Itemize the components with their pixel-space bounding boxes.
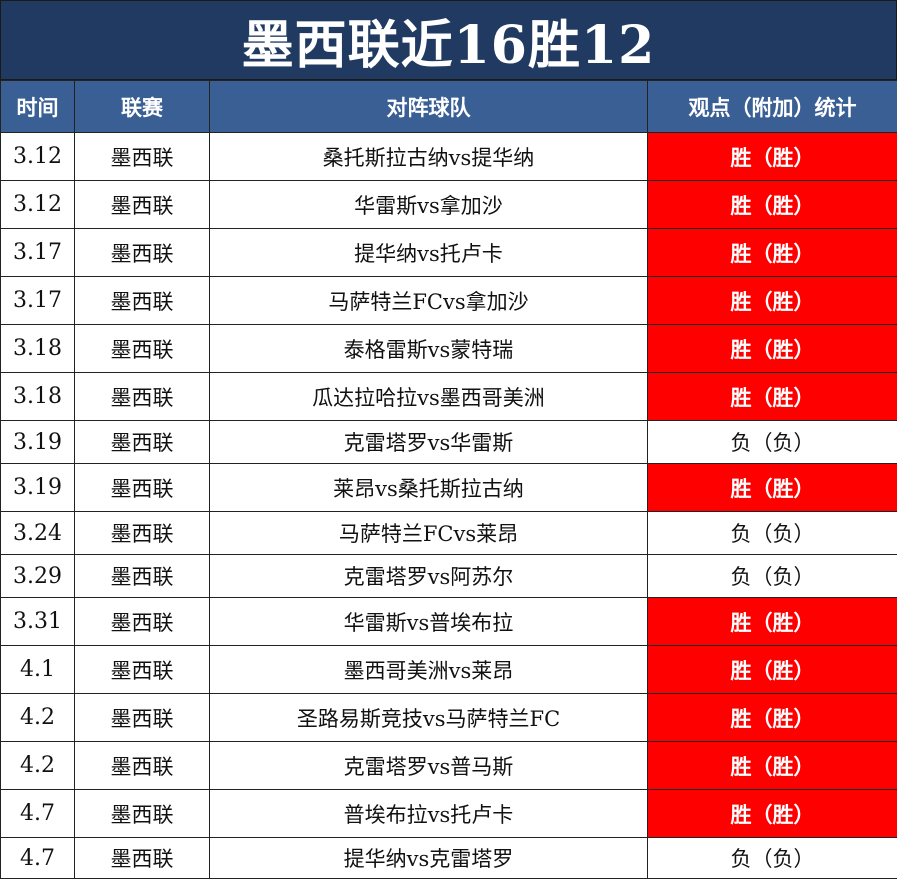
cell-result: 胜（胜） xyxy=(648,742,897,790)
cell-match: 桑托斯拉古纳vs提华纳 xyxy=(210,133,648,181)
cell-result: 胜（胜） xyxy=(648,181,897,229)
cell-league: 墨西联 xyxy=(75,742,210,790)
cell-time: 3.19 xyxy=(1,421,75,464)
cell-league: 墨西联 xyxy=(75,646,210,694)
cell-time: 4.7 xyxy=(1,790,75,838)
header-league: 联赛 xyxy=(75,81,210,133)
cell-result: 胜（胜） xyxy=(648,229,897,277)
cell-league: 墨西联 xyxy=(75,555,210,598)
header-result: 观点（附加）统计 xyxy=(648,81,897,133)
cell-time: 4.1 xyxy=(1,646,75,694)
page-title: 墨西联近16胜12 xyxy=(0,0,897,80)
cell-match: 普埃布拉vs托卢卡 xyxy=(210,790,648,838)
cell-match: 华雷斯vs普埃布拉 xyxy=(210,598,648,646)
cell-league: 墨西联 xyxy=(75,464,210,512)
cell-result: 负（负） xyxy=(648,421,897,464)
cell-result: 胜（胜） xyxy=(648,373,897,421)
cell-league: 墨西联 xyxy=(75,421,210,464)
cell-match: 克雷塔罗vs华雷斯 xyxy=(210,421,648,464)
cell-time: 4.2 xyxy=(1,742,75,790)
cell-match: 克雷塔罗vs阿苏尔 xyxy=(210,555,648,598)
cell-league: 墨西联 xyxy=(75,277,210,325)
cell-time: 3.19 xyxy=(1,464,75,512)
cell-league: 墨西联 xyxy=(75,512,210,555)
cell-match: 克雷塔罗vs普马斯 xyxy=(210,742,648,790)
cell-league: 墨西联 xyxy=(75,790,210,838)
cell-league: 墨西联 xyxy=(75,373,210,421)
cell-match: 瓜达拉哈拉vs墨西哥美洲 xyxy=(210,373,648,421)
cell-result: 胜（胜） xyxy=(648,325,897,373)
cell-match: 圣路易斯竞技vs马萨特兰FC xyxy=(210,694,648,742)
cell-time: 4.7 xyxy=(1,838,75,879)
cell-result: 负（负） xyxy=(648,512,897,555)
cell-match: 泰格雷斯vs蒙特瑞 xyxy=(210,325,648,373)
cell-match: 华雷斯vs拿加沙 xyxy=(210,181,648,229)
cell-time: 3.17 xyxy=(1,277,75,325)
cell-league: 墨西联 xyxy=(75,325,210,373)
cell-league: 墨西联 xyxy=(75,181,210,229)
cell-league: 墨西联 xyxy=(75,598,210,646)
cell-time: 3.24 xyxy=(1,512,75,555)
cell-league: 墨西联 xyxy=(75,838,210,879)
cell-time: 3.17 xyxy=(1,229,75,277)
cell-match: 墨西哥美洲vs莱昂 xyxy=(210,646,648,694)
cell-result: 胜（胜） xyxy=(648,790,897,838)
cell-match: 马萨特兰FCvs拿加沙 xyxy=(210,277,648,325)
cell-time: 3.18 xyxy=(1,325,75,373)
cell-time: 3.12 xyxy=(1,133,75,181)
cell-result: 负（负） xyxy=(648,555,897,598)
cell-result: 胜（胜） xyxy=(648,598,897,646)
cell-result: 胜（胜） xyxy=(648,133,897,181)
cell-time: 3.31 xyxy=(1,598,75,646)
cell-league: 墨西联 xyxy=(75,229,210,277)
cell-result: 胜（胜） xyxy=(648,464,897,512)
header-match: 对阵球队 xyxy=(210,81,648,133)
cell-match: 提华纳vs克雷塔罗 xyxy=(210,838,648,879)
cell-time: 3.29 xyxy=(1,555,75,598)
cell-match: 马萨特兰FCvs莱昂 xyxy=(210,512,648,555)
cell-league: 墨西联 xyxy=(75,133,210,181)
cell-result: 胜（胜） xyxy=(648,694,897,742)
cell-match: 莱昂vs桑托斯拉古纳 xyxy=(210,464,648,512)
header-row: 时间 联赛 对阵球队 观点（附加）统计 xyxy=(1,81,897,133)
header-time: 时间 xyxy=(1,81,75,133)
cell-match: 提华纳vs托卢卡 xyxy=(210,229,648,277)
cell-time: 3.18 xyxy=(1,373,75,421)
cell-league: 墨西联 xyxy=(75,694,210,742)
cell-result: 负（负） xyxy=(648,838,897,879)
cell-result: 胜（胜） xyxy=(648,646,897,694)
cell-time: 3.12 xyxy=(1,181,75,229)
cell-time: 4.2 xyxy=(1,694,75,742)
cell-result: 胜（胜） xyxy=(648,277,897,325)
